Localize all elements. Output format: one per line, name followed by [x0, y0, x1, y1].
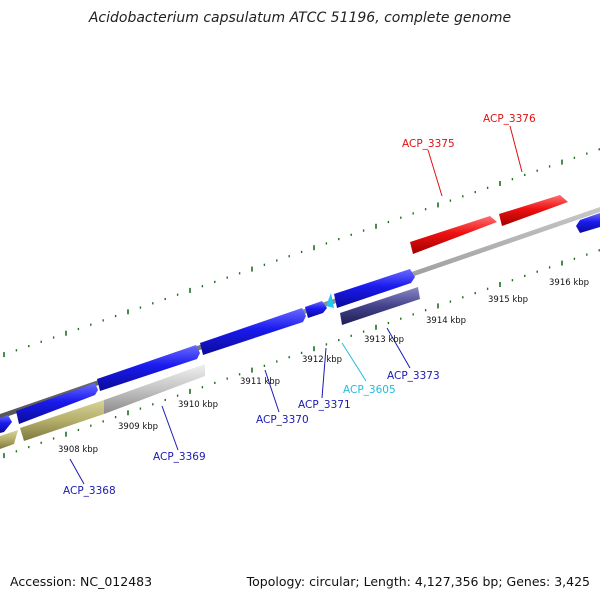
label-acp3369[interactable]: ACP_3369 — [153, 451, 206, 463]
inner-gene-track — [0, 287, 420, 449]
outer-gene-track — [410, 195, 568, 254]
kbp-label-3912: 3912 kbp — [302, 355, 342, 365]
label-acp3371[interactable]: ACP_3371 — [298, 399, 351, 411]
gene-acp3373[interactable] — [334, 269, 415, 308]
kbp-label-3910: 3910 kbp — [178, 400, 218, 410]
gene-labels: ACP_3368 ACP_3369 ACP_3370 ACP_3371 ACP_… — [63, 113, 536, 497]
leader-acp3370 — [264, 369, 280, 413]
leader-acp3605 — [341, 342, 367, 382]
leader-acp3373 — [386, 327, 411, 369]
gene-acp3605[interactable] — [326, 293, 334, 308]
inner-tick-ruler — [3, 249, 600, 459]
label-acp3376[interactable]: ACP_3376 — [483, 113, 536, 125]
kbp-label-3914: 3914 kbp — [426, 316, 466, 326]
gene-olive-partial[interactable] — [0, 430, 18, 449]
kbp-label-3915: 3915 kbp — [488, 295, 528, 305]
label-acp3370[interactable]: ACP_3370 — [256, 414, 309, 426]
label-acp3375[interactable]: ACP_3375 — [402, 138, 455, 150]
leader-acp3368 — [69, 458, 85, 485]
gene-acp3369[interactable] — [104, 364, 205, 414]
genome-summary: Topology: circular; Length: 4,127,356 bp… — [246, 574, 590, 589]
gene-acp3373-rev[interactable] — [340, 287, 420, 325]
label-acp3368[interactable]: ACP_3368 — [63, 485, 116, 497]
kbp-label-3913: 3913 kbp — [364, 335, 404, 345]
label-acp3605[interactable]: ACP_3605 — [343, 384, 396, 396]
leader-lines — [69, 125, 523, 485]
outer-tick-ruler — [3, 148, 600, 358]
map-title: Acidobacterium capsulatum ATCC 51196, co… — [88, 10, 512, 26]
gene-acp3375[interactable] — [410, 216, 497, 254]
kbp-label-3909: 3909 kbp — [118, 422, 158, 432]
label-acp3373[interactable]: ACP_3373 — [387, 370, 440, 382]
kbp-label-3911: 3911 kbp — [240, 377, 280, 387]
kbp-label-3916: 3916 kbp — [549, 278, 589, 288]
kbp-label-3908: 3908 kbp — [58, 445, 98, 455]
accession-text: Accession: NC_012483 — [10, 574, 153, 589]
gene-acp3369-fwd[interactable] — [97, 345, 200, 391]
leader-acp3376 — [509, 125, 523, 173]
gene-acp3368-fwd[interactable] — [16, 383, 98, 424]
forward-gene-track — [0, 213, 600, 433]
gene-acp3370[interactable] — [200, 308, 306, 355]
leader-acp3371 — [321, 347, 327, 399]
gene-acp3368[interactable] — [20, 400, 104, 441]
gene-right-partial[interactable] — [576, 213, 600, 233]
leader-acp3375 — [427, 149, 443, 197]
gene-acp3371[interactable] — [305, 301, 327, 318]
gene-left-partial[interactable] — [0, 415, 12, 433]
gene-acp3376[interactable] — [499, 195, 568, 226]
kbp-labels: 3908 kbp 3909 kbp 3910 kbp 3911 kbp 3912… — [58, 278, 589, 455]
leader-acp3369 — [161, 405, 179, 451]
